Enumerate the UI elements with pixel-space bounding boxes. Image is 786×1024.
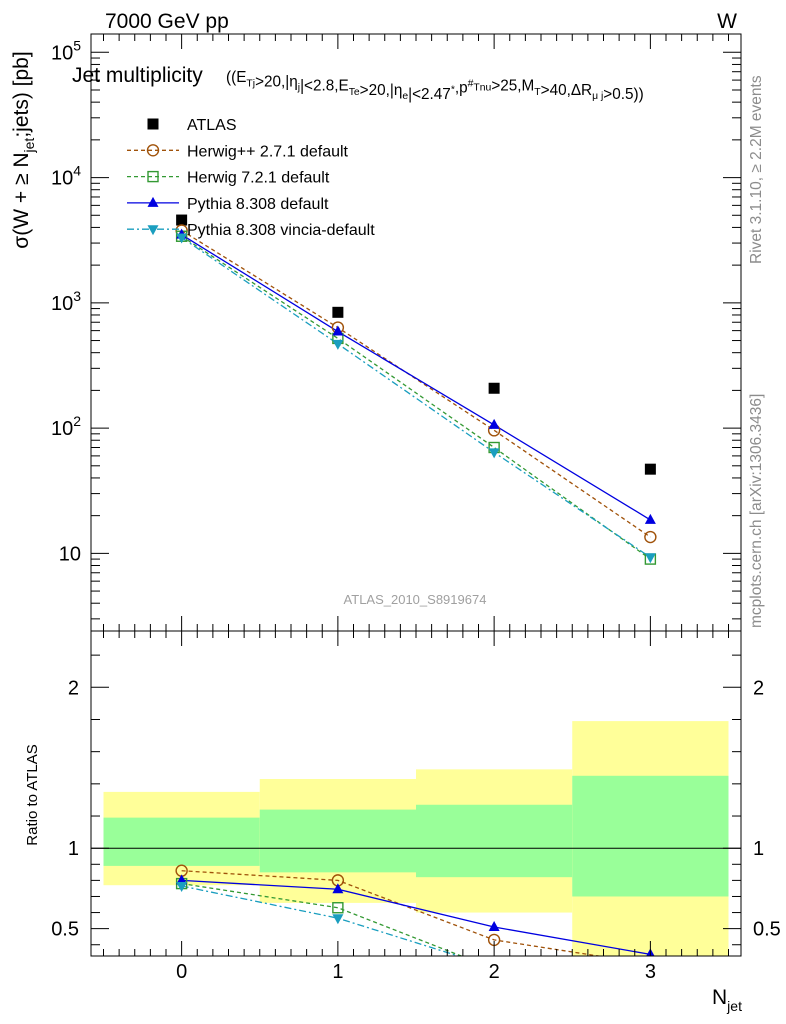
y-tick-label: 104 <box>51 163 81 190</box>
ratio-line <box>181 882 464 956</box>
data-point <box>644 530 657 544</box>
legend-entry: Herwig 7.2.1 default <box>187 170 330 187</box>
legend-entry: ATLAS <box>187 117 237 134</box>
x-tick-label: 3 <box>645 961 656 983</box>
x-tick-label: 1 <box>332 961 343 983</box>
legend-marker <box>147 118 159 130</box>
x-tick-label: 0 <box>176 961 187 983</box>
energy-label: 7000 GeV pp <box>105 10 229 33</box>
series-line <box>181 229 651 538</box>
ratio-point <box>332 902 344 914</box>
data-point <box>332 306 344 318</box>
data-point <box>332 325 344 336</box>
ratio-tick-label: 0.5 <box>51 919 79 941</box>
y-tick-label: 10 <box>59 543 81 565</box>
legend-marker <box>146 144 160 157</box>
data-point <box>644 463 656 475</box>
ratio-series-group <box>175 864 655 956</box>
rivet-version-label: Rivet 3.1.10, ≥ 2.2M events <box>748 75 765 264</box>
y-tick-label: 105 <box>51 37 81 64</box>
uncertainty-band-stat <box>259 809 416 873</box>
ratio-tick-label: 2 <box>68 677 79 699</box>
process-label: W <box>717 10 737 33</box>
x-axis-title: Njet <box>712 986 742 1014</box>
mcplots-reference-label: mcplots.cern.ch [arXiv:1306.3436] <box>748 394 765 628</box>
ratio-tick-label: 2 <box>753 677 764 699</box>
data-point <box>644 553 656 564</box>
series-line <box>181 235 651 560</box>
uncertainty-band-stat <box>103 817 260 866</box>
uncertainty-band-stat <box>572 775 729 897</box>
data-point <box>488 382 500 394</box>
data-point <box>332 339 344 350</box>
y-axis-label: σ(W + ≥ Njet;jets) [pb] <box>10 51 37 248</box>
series-line <box>181 237 651 558</box>
y-axis-title: σ(W + ≥ Njet;jets) [pb] <box>10 51 37 248</box>
y-tick-label: 103 <box>51 288 81 315</box>
legend-marker <box>147 170 159 183</box>
chart-title-cuts: ((ETj>20,|ηj|<2.8,ETe>20,|ηe|<2.47*,p#Tn… <box>226 69 644 103</box>
chart-title: Jet multiplicity ((ETj>20,|ηj|<2.8,ETe>20… <box>72 64 644 103</box>
x-axis-label: Njet <box>712 986 742 1014</box>
ratio-point <box>176 874 188 885</box>
uncertainty-band-stat <box>416 804 573 878</box>
analysis-id-label: ATLAS_2010_S8919674 <box>344 592 487 607</box>
legend-entry: Pythia 8.308 default <box>187 196 329 213</box>
chart-title-main: Jet multiplicity <box>72 64 203 87</box>
legend: ATLAS Herwig++ 2.7.1 default Herwig 7.2.1 … <box>127 117 375 239</box>
ratio-tick-label: 1 <box>753 838 764 860</box>
y-tick-label: 102 <box>51 413 81 440</box>
data-point <box>176 214 188 226</box>
main-panel: 10 102 103 104 105 <box>51 33 742 632</box>
ratio-point <box>332 883 344 894</box>
x-tick-label: 2 <box>489 961 500 983</box>
data-point <box>644 513 656 524</box>
legend-entry: Herwig++ 2.7.1 default <box>187 143 349 160</box>
data-point <box>488 418 500 429</box>
data-point <box>488 448 500 459</box>
ratio-point <box>332 914 344 925</box>
legend-marker <box>147 225 159 236</box>
legend-entry: Pythia 8.308 vincia-default <box>187 222 375 239</box>
ratio-tick-label: 1 <box>68 838 79 860</box>
legend-marker <box>147 196 159 207</box>
ratio-point <box>488 921 500 932</box>
ratio-line <box>181 879 651 956</box>
ratio-panel: 0.5 0.5 1 1 2 2 0 1 2 3 <box>51 630 781 983</box>
ratio-line <box>181 885 461 956</box>
ratio-axis-label: Ratio to ATLAS <box>24 744 41 845</box>
data-point <box>176 233 188 244</box>
ratio-tick-label: 0.5 <box>753 919 781 941</box>
series-line <box>181 234 651 521</box>
ratio-point <box>176 882 188 893</box>
